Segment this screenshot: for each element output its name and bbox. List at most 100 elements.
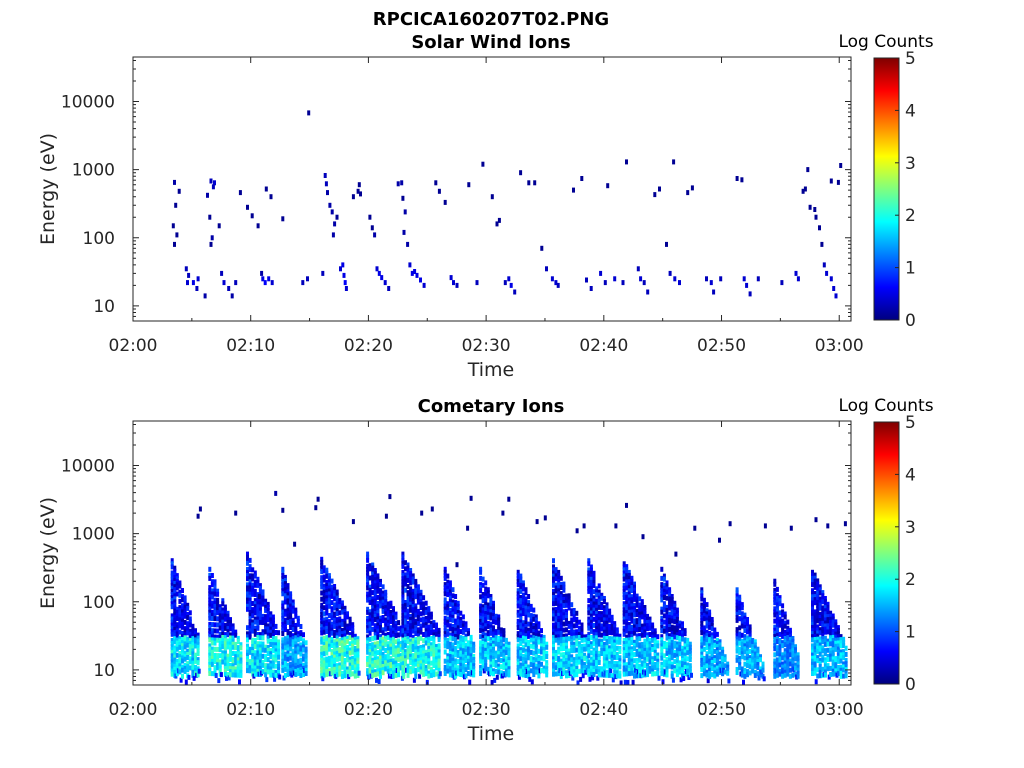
burst-cell bbox=[481, 607, 485, 613]
burst-cell bbox=[178, 666, 182, 672]
burst-cell bbox=[266, 626, 270, 632]
burst-cell bbox=[622, 638, 626, 643]
burst-cell bbox=[559, 624, 563, 630]
burst-cell bbox=[656, 643, 660, 649]
burst-cell bbox=[368, 618, 372, 624]
burst-cell bbox=[432, 638, 436, 644]
burst-cell bbox=[592, 650, 596, 656]
burst-cell bbox=[567, 605, 571, 611]
data-point bbox=[209, 241, 213, 247]
burst-cell bbox=[330, 639, 334, 645]
burst-cell bbox=[253, 604, 257, 610]
burst-cell bbox=[281, 628, 285, 634]
colorbar-tick-label: 1 bbox=[905, 259, 916, 279]
burst-cell bbox=[264, 601, 268, 607]
burst-cell bbox=[713, 655, 717, 661]
burst-cell bbox=[778, 647, 782, 653]
burst-cell bbox=[304, 649, 308, 655]
burst-cell bbox=[670, 661, 674, 667]
burst-cell bbox=[670, 673, 674, 679]
burst-cell bbox=[700, 648, 704, 654]
burst-cell bbox=[834, 659, 838, 665]
burst-cell bbox=[256, 582, 260, 588]
burst-cell bbox=[181, 618, 184, 624]
burst-cell bbox=[829, 653, 833, 659]
burst-cell bbox=[823, 629, 827, 635]
burst-cell bbox=[818, 657, 822, 663]
burst-cell bbox=[221, 650, 225, 656]
burst-cell bbox=[516, 652, 520, 658]
burst-cell bbox=[379, 582, 382, 587]
burst-cell bbox=[170, 625, 174, 631]
burst-cell bbox=[602, 632, 606, 638]
burst-cell bbox=[281, 600, 285, 606]
burst-cell bbox=[583, 655, 587, 661]
burst-cell bbox=[325, 573, 329, 579]
burst-cell bbox=[384, 608, 388, 614]
burst-cell bbox=[633, 584, 636, 590]
burst-cell bbox=[454, 652, 458, 658]
burst-cell bbox=[721, 665, 725, 671]
burst-cell bbox=[492, 637, 495, 643]
burst-cell bbox=[821, 614, 825, 620]
burst-cell bbox=[738, 665, 742, 671]
burst-cell bbox=[446, 582, 450, 588]
burst-cell bbox=[773, 600, 777, 606]
burst-cell bbox=[519, 668, 523, 674]
burst-cell bbox=[464, 664, 468, 670]
burst-cell bbox=[532, 672, 536, 677]
burst-cell bbox=[327, 662, 331, 668]
burst-cell bbox=[492, 671, 495, 677]
burst-cell bbox=[226, 662, 230, 668]
burst-cell bbox=[670, 643, 674, 649]
burst-cell bbox=[384, 592, 388, 598]
burst-cell bbox=[291, 617, 295, 623]
burst-cell bbox=[330, 590, 334, 596]
burst-cell bbox=[183, 641, 187, 647]
burst-cell bbox=[216, 600, 220, 606]
burst-cell bbox=[502, 664, 506, 670]
burst-cell bbox=[196, 641, 200, 647]
burst-cell bbox=[773, 627, 777, 633]
burst-cell bbox=[565, 664, 568, 670]
burst-cell bbox=[173, 568, 177, 574]
burst-cell bbox=[264, 604, 268, 610]
burst-cell bbox=[281, 575, 285, 581]
burst-cell bbox=[419, 623, 423, 629]
burst-cell bbox=[610, 651, 614, 657]
burst-cell bbox=[170, 659, 174, 665]
burst-cell bbox=[519, 625, 523, 631]
burst-cell bbox=[665, 589, 669, 595]
burst-cell bbox=[839, 640, 843, 646]
burst-cell bbox=[253, 671, 257, 677]
burst-cell bbox=[208, 643, 212, 649]
burst-cell bbox=[668, 596, 672, 602]
burst-cell bbox=[333, 657, 337, 663]
burst-cell bbox=[281, 664, 285, 670]
burst-cell bbox=[700, 602, 704, 608]
burst-cell bbox=[294, 672, 298, 677]
burst-cell bbox=[406, 599, 410, 605]
burst-cell bbox=[414, 670, 418, 676]
burst-cell bbox=[399, 628, 403, 634]
burst-cell bbox=[681, 621, 684, 627]
burst-cell bbox=[210, 622, 214, 628]
burst-cell bbox=[338, 604, 342, 610]
burst-cell bbox=[170, 641, 174, 646]
burst-cell bbox=[376, 573, 380, 579]
burst-cell bbox=[173, 627, 177, 632]
data-point bbox=[331, 232, 335, 238]
burst-cell bbox=[291, 620, 295, 626]
burst-cell bbox=[422, 595, 426, 601]
burst-cell bbox=[705, 617, 709, 623]
burst-cell bbox=[170, 558, 174, 564]
burst-cell bbox=[577, 632, 581, 637]
burst-cell bbox=[461, 642, 465, 647]
burst-cell bbox=[565, 670, 568, 676]
burst-cell bbox=[404, 618, 407, 624]
burst-cell bbox=[743, 615, 747, 621]
burst-cell bbox=[633, 593, 636, 599]
burst-cell bbox=[304, 640, 308, 646]
burst-cell bbox=[527, 652, 531, 658]
burst-cell bbox=[459, 629, 463, 635]
